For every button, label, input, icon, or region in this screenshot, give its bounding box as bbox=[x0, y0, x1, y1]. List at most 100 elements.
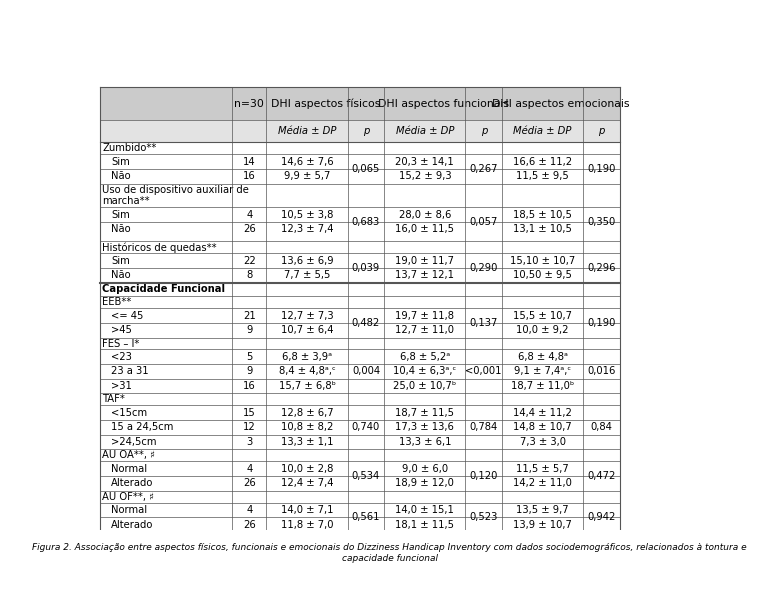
Text: 15,10 ± 10,7: 15,10 ± 10,7 bbox=[510, 256, 575, 265]
Text: TAF*: TAF* bbox=[102, 394, 125, 405]
Text: 14,6 ± 7,6: 14,6 ± 7,6 bbox=[280, 156, 334, 167]
Text: 12,3 ± 7,4: 12,3 ± 7,4 bbox=[280, 224, 334, 234]
Text: 0,004: 0,004 bbox=[352, 367, 380, 377]
Text: 0,039: 0,039 bbox=[352, 263, 380, 273]
Text: 0,065: 0,065 bbox=[352, 164, 380, 174]
Text: 16,0 ± 11,5: 16,0 ± 11,5 bbox=[395, 224, 454, 234]
Text: Zumbido**: Zumbido** bbox=[102, 143, 157, 154]
Text: 11,5 ± 9,5: 11,5 ± 9,5 bbox=[516, 171, 569, 181]
Text: 6,8 ± 3,9ᵃ: 6,8 ± 3,9ᵃ bbox=[282, 352, 332, 362]
Text: 12,4 ± 7,4: 12,4 ± 7,4 bbox=[280, 478, 334, 488]
Text: Não: Não bbox=[111, 224, 131, 234]
Text: 17,3 ± 13,6: 17,3 ± 13,6 bbox=[395, 422, 454, 433]
Text: Não: Não bbox=[111, 270, 131, 280]
Text: DHI aspectos emocionais: DHI aspectos emocionais bbox=[492, 99, 629, 109]
Text: 13,6 ± 6,9: 13,6 ± 6,9 bbox=[280, 256, 334, 265]
Text: AU OF**, ♯: AU OF**, ♯ bbox=[102, 491, 154, 502]
Text: 25,0 ± 10,7ᵇ: 25,0 ± 10,7ᵇ bbox=[393, 381, 457, 391]
Text: 4: 4 bbox=[246, 505, 252, 515]
Bar bbox=[100, 120, 620, 142]
Text: <0,001: <0,001 bbox=[465, 367, 502, 377]
Text: 0,534: 0,534 bbox=[352, 471, 380, 481]
Text: 16,6 ± 11,2: 16,6 ± 11,2 bbox=[513, 156, 572, 167]
Text: 10,0 ± 2,8: 10,0 ± 2,8 bbox=[281, 464, 333, 474]
Text: 6,8 ± 5,2ᵃ: 6,8 ± 5,2ᵃ bbox=[400, 352, 450, 362]
Text: 0,190: 0,190 bbox=[587, 164, 616, 174]
Text: 18,5 ± 10,5: 18,5 ± 10,5 bbox=[513, 210, 572, 220]
Text: 12,7 ± 7,3: 12,7 ± 7,3 bbox=[280, 311, 334, 321]
Text: 28,0 ± 8,6: 28,0 ± 8,6 bbox=[399, 210, 451, 220]
Text: 14,8 ± 10,7: 14,8 ± 10,7 bbox=[513, 422, 572, 433]
Text: >24,5cm: >24,5cm bbox=[111, 437, 157, 447]
Text: 0,561: 0,561 bbox=[352, 512, 380, 522]
Text: 9: 9 bbox=[246, 325, 252, 335]
Text: Uso de dispositivo auxiliar de
marcha**: Uso de dispositivo auxiliar de marcha** bbox=[102, 185, 249, 206]
Text: Não: Não bbox=[111, 171, 131, 181]
Bar bbox=[502, 87, 620, 120]
Text: 14,0 ± 7,1: 14,0 ± 7,1 bbox=[280, 505, 334, 515]
Text: Normal: Normal bbox=[111, 505, 147, 515]
Text: 6,8 ± 4,8ᵃ: 6,8 ± 4,8ᵃ bbox=[518, 352, 568, 362]
Text: 4: 4 bbox=[246, 210, 252, 220]
Text: 9: 9 bbox=[246, 367, 252, 377]
Bar bbox=[100, 87, 620, 120]
Text: 15: 15 bbox=[243, 408, 255, 418]
Text: Alterado: Alterado bbox=[111, 519, 154, 530]
Text: 11,5 ± 5,7: 11,5 ± 5,7 bbox=[516, 464, 569, 474]
Text: p: p bbox=[480, 126, 487, 136]
Text: 3: 3 bbox=[246, 437, 252, 447]
Text: 21: 21 bbox=[243, 311, 255, 321]
Text: 14: 14 bbox=[243, 156, 255, 167]
Text: Capacidade Funcional: Capacidade Funcional bbox=[102, 284, 225, 295]
Text: p: p bbox=[598, 126, 605, 136]
Text: <= 45: <= 45 bbox=[111, 311, 144, 321]
Text: 14,2 ± 11,0: 14,2 ± 11,0 bbox=[513, 478, 572, 488]
Text: 13,9 ± 10,7: 13,9 ± 10,7 bbox=[513, 519, 572, 530]
Text: Média ± DP: Média ± DP bbox=[514, 126, 572, 136]
Text: 26: 26 bbox=[243, 224, 255, 234]
Text: 16: 16 bbox=[243, 171, 255, 181]
Text: 10,0 ± 9,2: 10,0 ± 9,2 bbox=[516, 325, 569, 335]
Text: 20,3 ± 14,1: 20,3 ± 14,1 bbox=[395, 156, 454, 167]
Text: 18,9 ± 12,0: 18,9 ± 12,0 bbox=[395, 478, 454, 488]
Text: 12: 12 bbox=[243, 422, 255, 433]
Text: 4: 4 bbox=[246, 464, 252, 474]
Text: 18,1 ± 11,5: 18,1 ± 11,5 bbox=[395, 519, 454, 530]
Text: Normal: Normal bbox=[111, 464, 147, 474]
Text: Figura 2. Associação entre aspectos físicos, funcionais e emocionais do Dizzines: Figura 2. Associação entre aspectos físi… bbox=[32, 543, 747, 563]
Text: 10,4 ± 6,3ᵃ,ᶜ: 10,4 ± 6,3ᵃ,ᶜ bbox=[393, 367, 457, 377]
Text: 12,8 ± 6,7: 12,8 ± 6,7 bbox=[280, 408, 334, 418]
Text: 0,942: 0,942 bbox=[587, 512, 616, 522]
Text: 0,267: 0,267 bbox=[470, 164, 498, 174]
Text: Históricos de quedas**: Históricos de quedas** bbox=[102, 242, 217, 253]
Text: 0,740: 0,740 bbox=[352, 422, 380, 433]
Text: 10,50 ± 9,5: 10,50 ± 9,5 bbox=[513, 270, 572, 280]
Text: 0,137: 0,137 bbox=[470, 318, 498, 328]
Text: DHI aspectos físicos: DHI aspectos físicos bbox=[271, 99, 380, 109]
Text: 0,523: 0,523 bbox=[470, 512, 498, 522]
Text: 9,0 ± 6,0: 9,0 ± 6,0 bbox=[402, 464, 448, 474]
Text: Média ± DP: Média ± DP bbox=[278, 126, 336, 136]
Text: 26: 26 bbox=[243, 519, 255, 530]
Text: >45: >45 bbox=[111, 325, 131, 335]
Text: 14,0 ± 15,1: 14,0 ± 15,1 bbox=[395, 505, 454, 515]
Text: 9,1 ± 7,4ᵃ,ᶜ: 9,1 ± 7,4ᵃ,ᶜ bbox=[514, 367, 572, 377]
Text: 18,7 ± 11,0ᵇ: 18,7 ± 11,0ᵇ bbox=[511, 381, 575, 391]
Text: 0,016: 0,016 bbox=[587, 367, 616, 377]
Text: p: p bbox=[363, 126, 369, 136]
Text: 0,784: 0,784 bbox=[470, 422, 498, 433]
Text: 22: 22 bbox=[243, 256, 255, 265]
Text: 9,9 ± 5,7: 9,9 ± 5,7 bbox=[283, 171, 331, 181]
Text: DHI aspectos funcionais: DHI aspectos funcionais bbox=[378, 99, 508, 109]
Text: 15,7 ± 6,8ᵇ: 15,7 ± 6,8ᵇ bbox=[278, 381, 336, 391]
Text: Sim: Sim bbox=[111, 256, 130, 265]
Text: 0,472: 0,472 bbox=[587, 471, 616, 481]
Text: AU OA**, ♯: AU OA**, ♯ bbox=[102, 450, 155, 461]
Text: 15,5 ± 10,7: 15,5 ± 10,7 bbox=[513, 311, 572, 321]
Text: 19,7 ± 11,8: 19,7 ± 11,8 bbox=[395, 311, 454, 321]
Text: 0,057: 0,057 bbox=[470, 217, 498, 227]
Text: Média ± DP: Média ± DP bbox=[396, 126, 454, 136]
Text: 0,84: 0,84 bbox=[591, 422, 613, 433]
Text: >31: >31 bbox=[111, 381, 131, 391]
Text: 0,120: 0,120 bbox=[470, 471, 498, 481]
